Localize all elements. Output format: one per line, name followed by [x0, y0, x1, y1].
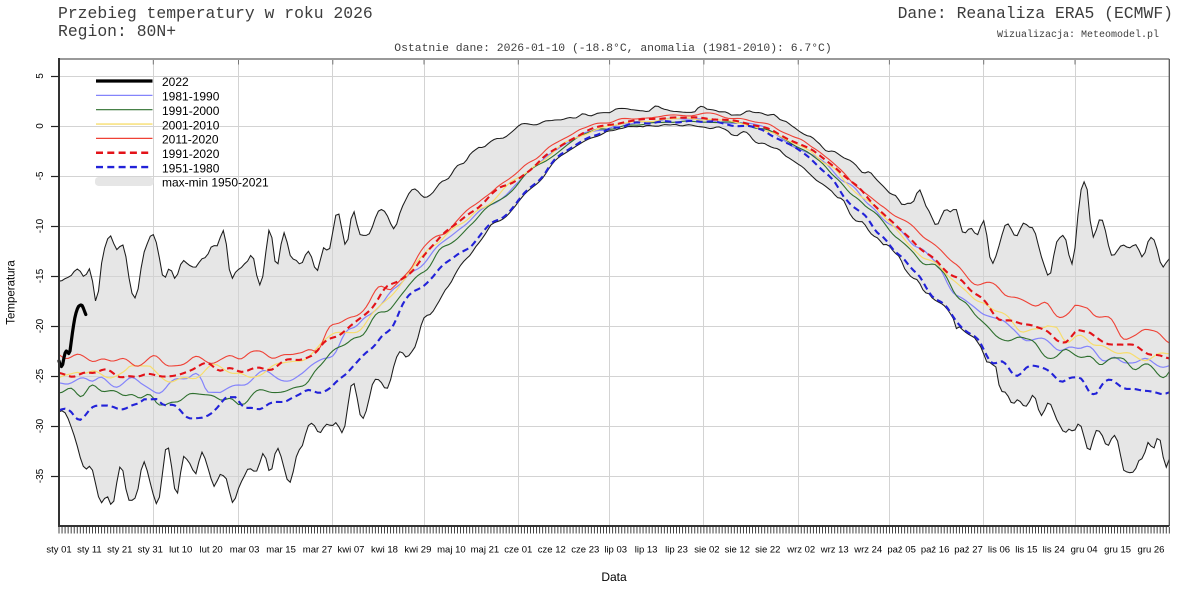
svg-text:-35: -35	[35, 468, 46, 483]
svg-text:Wizualizacja: Meteomodel.pl: Wizualizacja: Meteomodel.pl	[997, 29, 1159, 41]
svg-text:-10: -10	[35, 218, 46, 233]
svg-text:lut 10: lut 10	[169, 545, 192, 556]
svg-text:maj 10: maj 10	[437, 545, 466, 556]
svg-text:cze 01: cze 01	[504, 545, 532, 556]
svg-text:paź 16: paź 16	[921, 545, 950, 556]
svg-text:lis 06: lis 06	[988, 545, 1010, 556]
svg-text:-30: -30	[35, 418, 46, 433]
svg-text:lip 03: lip 03	[604, 545, 627, 556]
svg-text:lis 15: lis 15	[1015, 545, 1037, 556]
svg-text:-15: -15	[35, 268, 46, 283]
svg-text:-20: -20	[35, 318, 46, 333]
svg-text:sty 31: sty 31	[138, 545, 163, 556]
svg-text:sty 01: sty 01	[46, 545, 71, 556]
svg-text:lut 20: lut 20	[199, 545, 222, 556]
svg-text:mar 03: mar 03	[230, 545, 260, 556]
svg-text:2001-2010: 2001-2010	[162, 118, 220, 132]
svg-text:1991-2020: 1991-2020	[162, 147, 220, 161]
svg-text:max-min 1950-2021: max-min 1950-2021	[162, 176, 269, 190]
svg-text:Przebieg temperatury w roku 20: Przebieg temperatury w roku 2026	[58, 4, 373, 23]
svg-text:5: 5	[35, 73, 46, 79]
svg-text:mar 27: mar 27	[303, 545, 333, 556]
svg-text:Region: 80N+: Region: 80N+	[58, 22, 176, 41]
svg-text:sie 02: sie 02	[694, 545, 719, 556]
svg-text:1991-2000: 1991-2000	[162, 104, 220, 118]
svg-text:lis 24: lis 24	[1043, 545, 1065, 556]
svg-text:gru 15: gru 15	[1104, 545, 1131, 556]
svg-text:1981-1990: 1981-1990	[162, 90, 220, 104]
svg-text:1951-1980: 1951-1980	[162, 161, 220, 175]
svg-text:mar 15: mar 15	[266, 545, 296, 556]
svg-text:-25: -25	[35, 368, 46, 383]
svg-text:sie 12: sie 12	[725, 545, 750, 556]
svg-text:-5: -5	[35, 171, 46, 180]
svg-text:paź 05: paź 05	[887, 545, 916, 556]
svg-text:cze 12: cze 12	[538, 545, 566, 556]
svg-text:Ostatnie dane: 2026-01-10 (-18: Ostatnie dane: 2026-01-10 (-18.8°C, anom…	[394, 43, 831, 55]
svg-text:lip 23: lip 23	[665, 545, 688, 556]
svg-text:sie 22: sie 22	[755, 545, 780, 556]
svg-text:2022: 2022	[162, 75, 189, 89]
svg-text:kwi 18: kwi 18	[371, 545, 398, 556]
svg-text:sty 21: sty 21	[107, 545, 132, 556]
svg-text:kwi 29: kwi 29	[404, 545, 431, 556]
svg-text:maj 21: maj 21	[471, 545, 500, 556]
svg-text:paź 27: paź 27	[954, 545, 983, 556]
svg-text:wrz 24: wrz 24	[853, 545, 882, 556]
svg-text:Data: Data	[601, 570, 627, 584]
svg-text:sty 11: sty 11	[77, 545, 102, 556]
svg-text:wrz 13: wrz 13	[820, 545, 849, 556]
svg-text:kwi 07: kwi 07	[338, 545, 365, 556]
svg-text:Dane: Reanaliza ERA5 (ECMWF): Dane: Reanaliza ERA5 (ECMWF)	[898, 4, 1173, 23]
svg-text:0: 0	[35, 123, 46, 129]
svg-text:Temperatura: Temperatura	[6, 260, 18, 325]
svg-text:2011-2020: 2011-2020	[162, 133, 219, 147]
svg-text:cze 23: cze 23	[571, 545, 599, 556]
svg-text:gru 04: gru 04	[1071, 545, 1098, 556]
svg-text:lip 13: lip 13	[635, 545, 658, 556]
svg-text:gru 26: gru 26	[1138, 545, 1165, 556]
svg-text:wrz 02: wrz 02	[786, 545, 815, 556]
